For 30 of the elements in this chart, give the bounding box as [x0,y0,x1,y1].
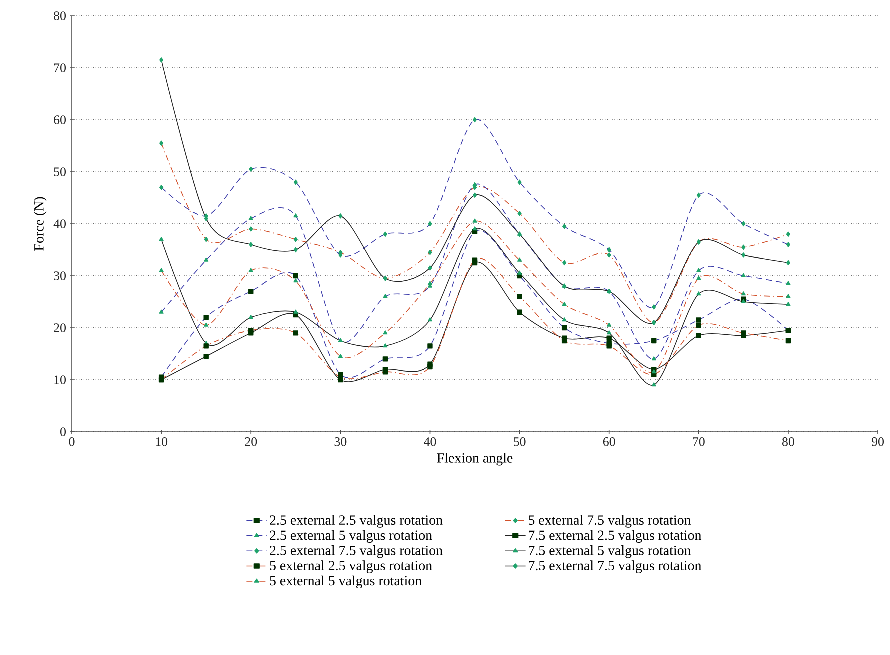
x-tick-label: 60 [603,438,616,446]
x-tick-label: 30 [334,438,347,446]
legend-label: 7.5 external 5 valgus rotation [529,546,692,558]
x-tick-label: 20 [245,438,258,446]
legend-label: 2.5 external 2.5 valgus rotation [270,515,443,528]
y-tick-label: 30 [54,272,66,280]
y-tick-label: 10 [54,376,66,384]
legend-label: 5 external 7.5 valgus rotation [529,515,692,528]
x-tick-label: 80 [782,438,794,446]
legend-label: 2.5 external 7.5 valgus rotation [270,546,443,558]
legend-label: 2.5 external 5 valgus rotation [270,530,432,544]
legend-label: 5 external 2.5 valgus rotation [270,560,432,574]
x-tick-label: 70 [693,438,705,446]
x-tick-label: 50 [514,438,526,446]
y-tick-label: 40 [54,220,66,228]
y-axis-title: Force (N) [34,197,47,251]
x-tick-label: 90 [872,438,884,446]
x-axis-title: Flexion angle [437,453,513,466]
x-tick-label: 0 [69,438,75,446]
x-tick-label: 40 [424,438,436,446]
legend-label: 7.5 external 7.5 valgus rotation [529,560,702,574]
y-tick-label: 60 [54,116,66,124]
y-tick-label: 80 [54,12,66,20]
y-tick-label: 50 [54,168,66,176]
legend-label: 7.5 external 2.5 valgus rotation [529,530,702,544]
y-tick-label: 20 [54,324,66,332]
x-tick-label: 10 [156,438,168,446]
legend-label: 5 external 5 valgus rotation [270,576,422,589]
y-tick-label: 0 [60,428,66,436]
y-tick-label: 70 [54,64,66,72]
